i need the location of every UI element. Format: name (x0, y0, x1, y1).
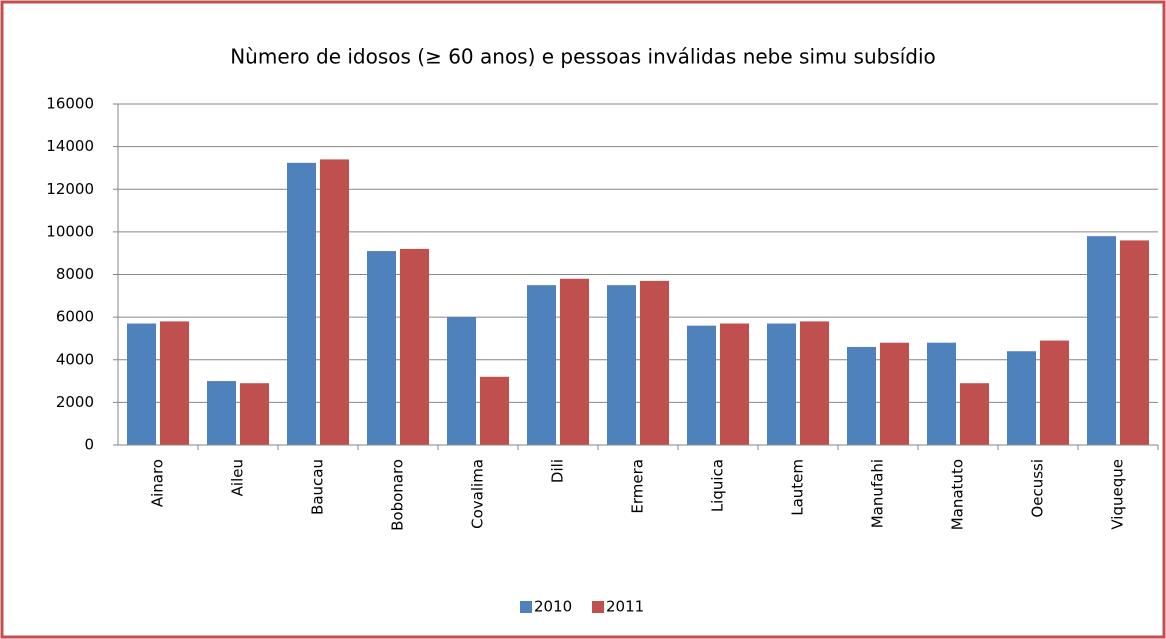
bar (560, 278, 589, 445)
x-tick-label: Dili (549, 459, 567, 483)
bar (480, 376, 509, 445)
x-tick-label: Aileu (229, 459, 247, 496)
bar (1007, 351, 1036, 445)
y-tick-label: 4000 (56, 350, 94, 368)
x-tick-label: Ermera (629, 459, 647, 514)
y-tick-label: 0 (84, 436, 94, 454)
legend-label: 2010 (534, 598, 572, 616)
bar (767, 323, 796, 445)
y-tick-label: 8000 (56, 265, 94, 283)
bar (800, 321, 829, 445)
bar (400, 248, 429, 445)
bar (960, 383, 989, 445)
bar (1120, 240, 1149, 445)
bar (320, 159, 349, 445)
y-tick-label: 14000 (46, 137, 94, 155)
y-tick-label: 2000 (56, 393, 94, 411)
bar (607, 285, 636, 445)
bar (527, 285, 556, 445)
legend-swatch (520, 601, 532, 613)
x-tick-label: Manufahi (869, 459, 887, 528)
x-tick-label: Viqueque (1109, 459, 1127, 530)
bar (160, 321, 189, 445)
bar (1040, 340, 1069, 445)
x-tick-label: Oecussi (1029, 459, 1047, 518)
bar (1087, 236, 1116, 445)
bar (367, 251, 396, 445)
x-tick-label: Bobonaro (389, 459, 407, 531)
bar (207, 381, 236, 445)
bar (687, 325, 716, 445)
bar (447, 317, 476, 445)
bar (287, 162, 316, 445)
bar (640, 280, 669, 445)
x-tick-label: Ainaro (149, 459, 167, 507)
x-tick-label: Lautem (789, 459, 807, 516)
legend-swatch (592, 601, 604, 613)
x-tick-label: Covalima (469, 459, 487, 529)
legend-label: 2011 (606, 598, 644, 616)
y-tick-label: 12000 (46, 180, 94, 198)
chart-title: Nùmero de idosos (≥ 60 anos) e pessoas i… (230, 45, 936, 69)
bar (720, 323, 749, 445)
bar (927, 342, 956, 445)
x-tick-label: Manatuto (949, 459, 967, 530)
y-tick-label: 16000 (46, 95, 94, 113)
y-tick-label: 6000 (56, 308, 94, 326)
y-tick-label: 10000 (46, 222, 94, 240)
x-tick-label: Baucau (309, 459, 327, 515)
bar (880, 342, 909, 445)
bar (240, 383, 269, 445)
bar (847, 346, 876, 445)
bar (127, 323, 156, 445)
x-tick-label: Liquica (709, 459, 727, 512)
